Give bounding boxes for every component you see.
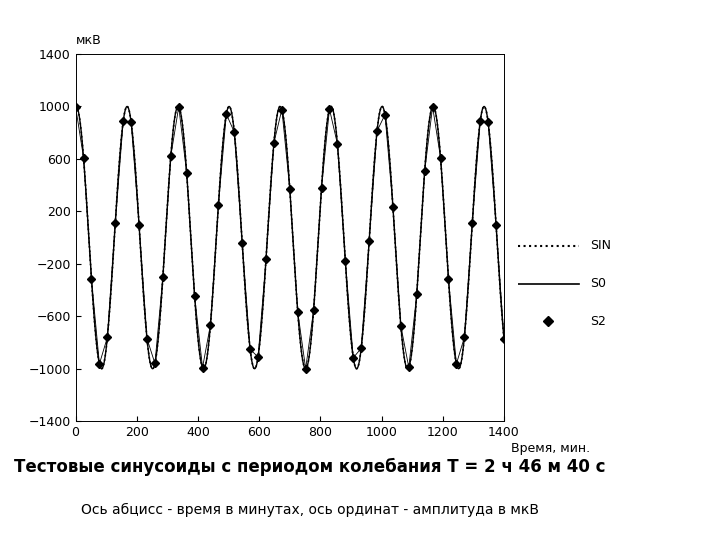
Text: SIN: SIN: [590, 239, 611, 252]
Text: мкВ: мкВ: [76, 33, 102, 46]
Text: Время, мин.: Время, мин.: [511, 442, 590, 455]
Text: Ось абцисс - время в минутах, ось ординат - амплитуда в мкВ: Ось абцисс - время в минутах, ось ордина…: [81, 503, 539, 517]
Text: S0: S0: [590, 277, 606, 290]
Text: Тестовые синусоиды с периодом колебания Т = 2 ч 46 м 40 с: Тестовые синусоиды с периодом колебания …: [14, 458, 606, 476]
Text: S2: S2: [590, 315, 606, 328]
